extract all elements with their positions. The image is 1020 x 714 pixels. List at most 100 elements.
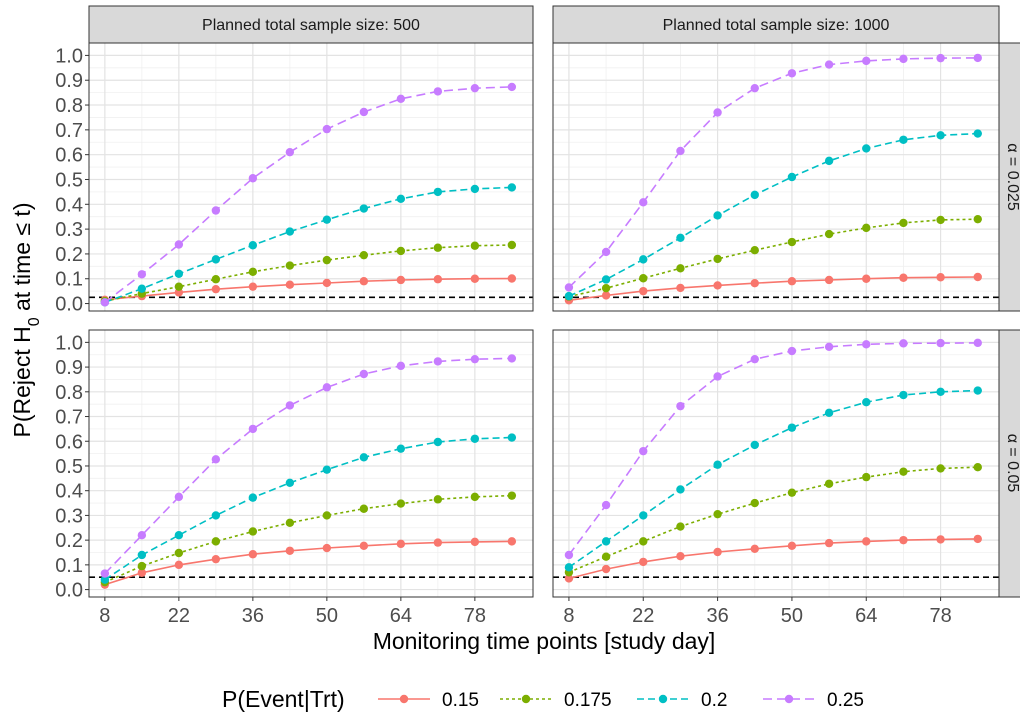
panel-border <box>88 42 534 312</box>
x-axis-title: Monitoring time points [study day] <box>373 628 716 654</box>
data-point-0.15 <box>862 537 871 546</box>
data-point-0.25 <box>433 357 443 366</box>
data-point-0.25 <box>936 53 945 63</box>
y-tick-label: 1.0 <box>55 45 83 67</box>
y-tick-label: 0.1 <box>55 269 83 291</box>
y-tick-label: 0.8 <box>55 382 83 404</box>
y-axis-ticks-top: 0.0 0.1 0.2 0.3 0.4 0.50.6 0.7 0.8 0.9 1.0 <box>55 45 89 316</box>
data-point-0.2 <box>137 284 147 293</box>
data-point-0.15 <box>973 534 982 544</box>
y-tick-label: 0.0 <box>55 294 83 316</box>
data-point-0.175 <box>601 552 611 561</box>
data-point-0.25 <box>824 60 834 69</box>
data-point-0.25 <box>564 283 574 292</box>
data-point-0.2 <box>824 408 834 418</box>
data-point-0.15 <box>676 283 685 293</box>
data-point-0.25 <box>676 401 685 411</box>
data-point-0.15 <box>787 277 797 286</box>
data-point-0.25 <box>433 87 443 96</box>
column-strip-2-label: Planned total sample size: 1000 <box>663 17 890 34</box>
data-point-0.25 <box>639 446 648 456</box>
row-strip-1: α = 0.025 <box>998 42 1020 312</box>
data-point-0.175 <box>936 464 945 473</box>
x-tick-label: 78 <box>464 605 486 627</box>
data-point-0.2 <box>639 511 648 520</box>
column-strip-1-label: Planned total sample size: 500 <box>202 17 420 34</box>
panel-border <box>552 42 1000 312</box>
panel-background <box>89 330 533 597</box>
data-point-0.15 <box>359 277 369 286</box>
row-strip-1-label: α = 0.025 <box>1004 143 1020 211</box>
row-strip-2-label: α = 0.05 <box>1004 434 1020 493</box>
data-point-0.175 <box>787 237 797 247</box>
data-point-0.175 <box>433 495 443 504</box>
x-tick-label: 36 <box>706 605 728 627</box>
data-point-0.2 <box>601 537 611 546</box>
data-point-0.2 <box>601 275 611 284</box>
data-point-0.2 <box>936 131 945 140</box>
data-point-0.175 <box>322 511 332 520</box>
data-point-0.175 <box>507 240 517 250</box>
y-tick-label: 0.7 <box>55 407 83 429</box>
data-point-0.25 <box>676 146 685 156</box>
series-line-0.175 <box>568 218 978 298</box>
data-point-0.2 <box>824 156 834 166</box>
series-line-0.25 <box>568 342 978 556</box>
data-point-0.175 <box>248 527 258 536</box>
series-line-0.2 <box>104 186 512 304</box>
panel-border <box>88 329 534 598</box>
series-line-0.15 <box>104 277 512 301</box>
data-point-0.2 <box>713 211 722 220</box>
data-point-0.25 <box>713 108 722 117</box>
legend-key-point <box>658 694 668 704</box>
column-strip-1: Planned total sample size: 500 <box>88 5 534 44</box>
data-point-0.2 <box>750 190 759 200</box>
panel-bottom-right <box>552 329 1000 598</box>
data-point-0.25 <box>285 401 295 410</box>
data-point-0.15 <box>248 282 258 291</box>
x-tick-label: 8 <box>99 605 110 627</box>
data-point-0.25 <box>601 500 611 510</box>
legend-label: 0.25 <box>827 690 864 711</box>
column-strip-2: Planned total sample size: 1000 <box>552 5 1000 44</box>
data-point-0.15 <box>470 274 480 283</box>
data-point-0.175 <box>639 274 648 283</box>
data-point-0.15 <box>639 557 648 567</box>
x-tick-label: 36 <box>242 605 264 627</box>
legend-key-point <box>521 694 531 704</box>
data-point-0.15 <box>787 541 797 551</box>
data-point-0.15 <box>601 564 611 574</box>
y-axis-title: P(Reject H0 at time ≤ t) <box>9 203 43 438</box>
data-point-0.15 <box>507 274 517 283</box>
data-point-0.2 <box>639 255 648 264</box>
series-line-0.15 <box>104 540 512 586</box>
data-point-0.175 <box>359 250 369 260</box>
data-point-0.25 <box>824 342 834 352</box>
data-point-0.2 <box>322 215 332 224</box>
data-point-0.2 <box>973 386 982 395</box>
data-point-0.25 <box>750 354 759 364</box>
data-point-0.175 <box>936 215 945 225</box>
series-line-0.25 <box>568 57 978 288</box>
y-tick-label: 1.0 <box>55 332 83 354</box>
y-axis-title-subscript: 0 <box>26 317 43 326</box>
y-axis-ticks-bottom: 0.0 0.1 0.2 0.30.4 0.5 0.60.7 0.8 0.9 1.0 <box>55 332 89 602</box>
data-point-0.175 <box>899 218 908 228</box>
series-line-0.2 <box>104 436 512 581</box>
y-tick-label: 0.3 <box>55 505 83 527</box>
data-point-0.2 <box>359 453 369 462</box>
data-point-0.25 <box>137 530 147 540</box>
data-point-0.175 <box>322 255 332 265</box>
legend-label: 0.15 <box>442 690 479 711</box>
series-line-0.2 <box>568 132 978 297</box>
legend-label: 0.2 <box>701 690 727 711</box>
data-point-0.175 <box>750 498 759 508</box>
data-point-0.15 <box>248 550 258 559</box>
legend-item-0.175: 0.175 <box>500 690 612 711</box>
legend-key-point <box>784 694 794 704</box>
data-point-0.15 <box>322 278 332 288</box>
data-point-0.2 <box>285 478 295 487</box>
data-point-0.2 <box>174 269 184 278</box>
legend: P(Event|Trt) 0.15 0.175 0.2 0.25 <box>222 686 864 712</box>
data-point-0.175 <box>824 479 834 488</box>
